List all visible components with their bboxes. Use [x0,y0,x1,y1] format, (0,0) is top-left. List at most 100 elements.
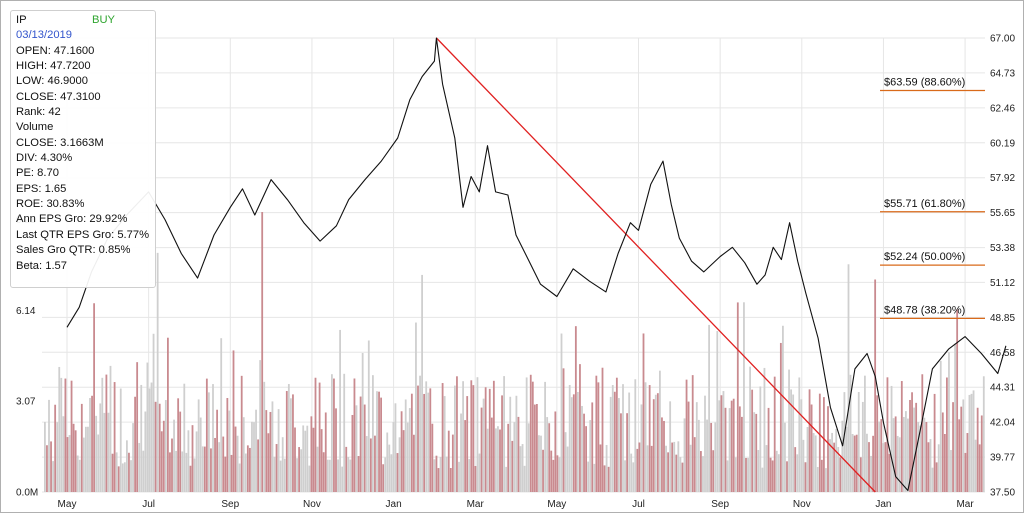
volume-bar [685,379,688,492]
volume-bar [574,326,577,492]
volume-bar [683,418,686,492]
volume-bar [878,421,881,492]
volume-bar [355,405,358,492]
volume-bar [808,389,811,492]
volume-bar [646,445,649,492]
volume-bar [197,399,200,492]
volume-bar [388,444,391,492]
volume-bar [369,438,372,492]
volume-bar [91,395,93,492]
volume-bar [300,449,303,492]
volume-bar [970,393,973,492]
volume-bar [861,401,864,492]
volume-bar [952,402,954,492]
volume-bar [896,435,899,492]
volume-bar [804,462,807,492]
volume-bar [823,397,825,492]
volume-bar [935,462,938,492]
volume-bar [181,451,184,492]
volume-bar [476,377,479,492]
volume-bar [728,408,731,492]
volume-bar [818,393,821,492]
volume-bar [782,325,784,492]
volume-bar [240,375,243,492]
volume-bar [109,365,112,492]
volume-bar [419,375,421,492]
volume-bar [738,406,741,492]
volume-bar [546,417,549,492]
volume-bar [482,398,485,492]
volume-bar [505,466,508,492]
volume-bar [681,462,684,492]
volume-bar [439,456,442,492]
volume-bar [943,434,946,492]
volume-bar [872,435,874,492]
volume-bar [663,420,665,492]
volume-bar [351,414,354,492]
price-tick-label: 55.65 [990,208,1015,219]
info-line: HIGH: 47.7200 [16,60,91,73]
volume-bar [913,407,915,492]
volume-bar [292,394,294,492]
volume-bar [558,457,561,492]
volume-bar [968,394,971,492]
volume-bar [890,385,893,492]
volume-bar [232,350,235,492]
volume-bar [763,367,766,492]
volume-bar [900,381,903,492]
volume-bar [509,396,512,492]
volume-bar [367,340,370,492]
volume-bar [915,402,918,492]
volume-bar [410,393,413,492]
price-tick-label: 44.31 [990,383,1015,394]
volume-bar [285,391,288,492]
volume-bar [269,411,272,492]
volume-bar [857,392,860,492]
fib-levels: $63.59 (88.60%) $55.71 (61.80%) $52.24 (50… [880,76,985,320]
volume-bar [99,403,102,492]
volume-bar [130,460,132,492]
month-tick-label: Nov [793,499,811,510]
volume-bar [892,418,895,492]
volume-tick-label: 6.14 [16,306,36,317]
volume-bar [513,422,516,492]
volume-bar [78,459,81,492]
volume-bar [531,381,534,492]
volume-bar [790,389,792,492]
volume-bar [941,412,944,492]
volume-bar [345,446,348,492]
volume-bar [68,435,71,492]
volume-bar [671,442,674,492]
volume-bar [700,451,702,492]
volume-bar [636,448,639,492]
volume-bar [203,446,206,492]
volume-bar [939,360,942,492]
volume-bar [909,399,911,492]
volume-bar [378,391,380,492]
volume-bar [831,432,833,492]
volume-bar [591,402,594,492]
volume-bar [93,303,95,492]
volume-bar [898,437,901,492]
volume-bar [492,380,495,492]
volume-bar [597,382,600,492]
volume-bar [425,381,428,492]
month-tick-label: May [547,499,566,510]
volume-bar [827,406,829,492]
info-line: PE: 8.70 [16,167,59,180]
volume-bar [417,385,419,492]
volume-bar [962,399,965,492]
volume-bar [87,426,89,492]
volume-bar [734,457,737,492]
volume-bar [874,279,877,492]
volume-bar [566,446,569,492]
volume-bar [937,444,940,492]
volume-bar [784,422,786,492]
volume-bar [333,378,335,492]
volume-bar [195,431,198,492]
volume-bar [577,391,579,492]
volume-bar [275,444,278,492]
volume-bar [310,416,313,492]
volume-bar [103,412,106,492]
